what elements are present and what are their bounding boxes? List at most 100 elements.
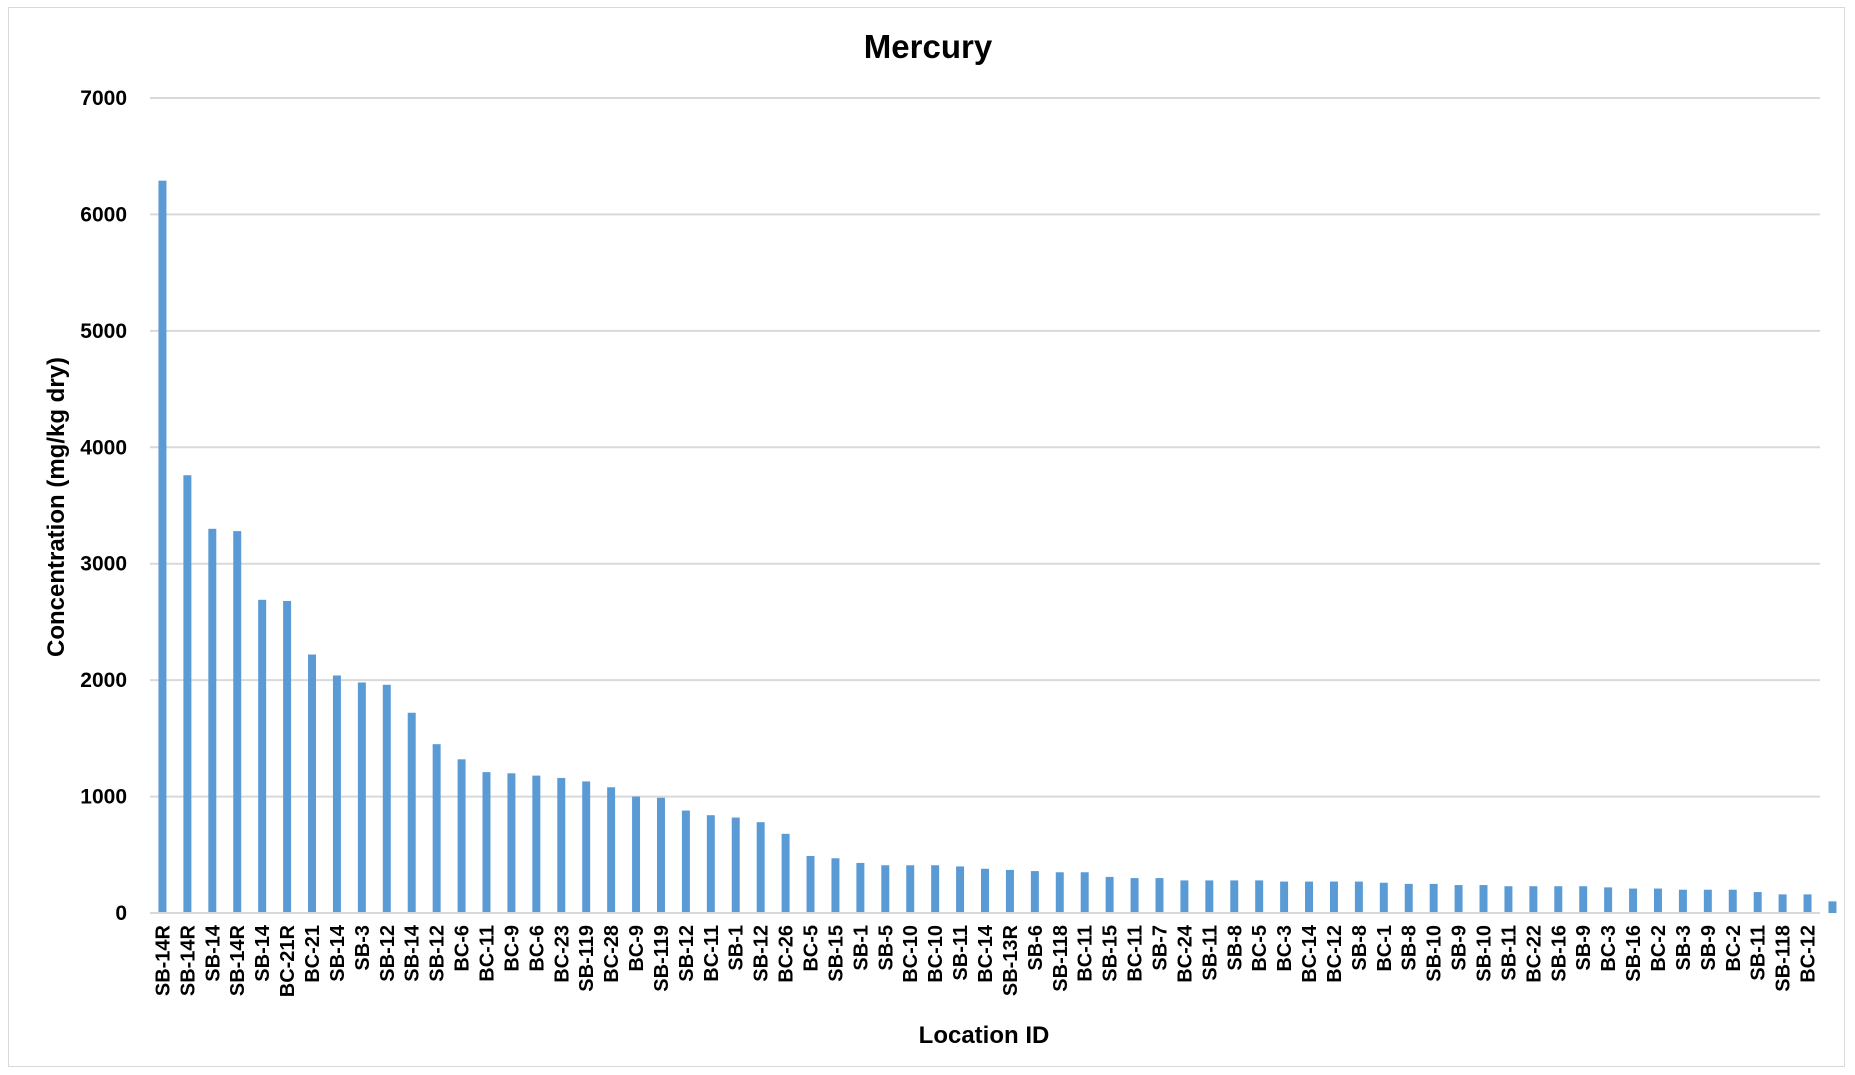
bar (1504, 886, 1513, 913)
bar (1479, 885, 1488, 913)
bar (432, 744, 441, 913)
x-tick-label: BC-9 (501, 925, 523, 972)
x-tick-label: SB-14R (177, 924, 199, 996)
y-axis-label: Concentration (mg/kg dry) (43, 357, 70, 657)
x-tick-label: SB-14 (402, 924, 424, 982)
x-tick-label: SB-118 (1773, 925, 1795, 992)
bar (731, 817, 740, 913)
bar (906, 865, 915, 913)
x-tick-label: BC-5 (801, 925, 823, 972)
bar (407, 712, 416, 913)
bar (1354, 881, 1363, 913)
bar (881, 865, 890, 913)
bar (1205, 880, 1214, 913)
bar (532, 775, 541, 913)
x-tick-label: BC-11 (701, 925, 723, 982)
bar (856, 862, 865, 913)
x-tick-label: SB-10 (1424, 925, 1446, 982)
bar (457, 759, 466, 913)
y-tick-label: 6000 (80, 203, 127, 226)
x-tick-label: SB-16 (1548, 925, 1570, 982)
bar (582, 781, 591, 913)
bar (607, 787, 616, 913)
x-tick-label: SB-118 (1050, 925, 1072, 992)
x-tick-label: BC-6 (452, 925, 474, 972)
bar (706, 815, 715, 913)
bar (1678, 889, 1687, 913)
bar (308, 654, 317, 913)
bar (1629, 888, 1638, 913)
bar (482, 772, 491, 913)
bar (1529, 886, 1538, 913)
y-tick-label: 7000 (80, 87, 127, 110)
x-tick-label: SB-12 (676, 925, 698, 982)
x-tick-label: SB-15 (1100, 925, 1122, 982)
x-tick-label: SB-16 (1623, 925, 1645, 982)
x-tick-label: SB-9 (1449, 925, 1471, 971)
bar (1554, 886, 1563, 913)
x-tick-label: SB-11 (1199, 925, 1221, 981)
y-tick-label: 0 (115, 902, 127, 925)
bar (1803, 894, 1812, 913)
bar (1130, 878, 1139, 913)
bar (1280, 881, 1289, 913)
y-axis-ticks: 0 1000 2000 3000 4000 5000 6000 7000 (80, 87, 127, 925)
x-tick-label: SB-12 (377, 925, 399, 982)
y-tick-label: 3000 (80, 553, 127, 576)
bar (806, 855, 815, 913)
x-tick-label: BC-10 (900, 925, 922, 983)
bar (382, 684, 391, 913)
bar (781, 833, 790, 913)
bar (1429, 883, 1438, 913)
x-tick-label: SB-11 (1498, 925, 1520, 981)
x-tick-label: BC-14 (1299, 924, 1321, 983)
bar (1080, 872, 1089, 913)
y-tick-label: 2000 (80, 669, 127, 692)
bar (1604, 887, 1613, 913)
x-tick-label: SB-14 (202, 924, 224, 982)
x-tick-label: SB-7 (1149, 925, 1171, 971)
bar (931, 865, 940, 913)
x-tick-label: SB-8 (1224, 925, 1246, 971)
x-tick-label: SB-11 (950, 925, 972, 981)
bar (656, 797, 665, 913)
bar (1005, 869, 1014, 913)
bar (1030, 871, 1039, 913)
bar (681, 810, 690, 913)
x-tick-label: BC-23 (551, 925, 573, 983)
x-tick-label: BC-10 (925, 925, 947, 983)
x-tick-label: SB-14 (252, 924, 274, 982)
chart-title: Mercury (864, 28, 993, 65)
bar (357, 682, 366, 913)
bar (1653, 888, 1662, 913)
bar (258, 599, 267, 913)
bar (1180, 880, 1189, 913)
y-tick-label: 1000 (80, 786, 127, 809)
y-tick-label: 5000 (80, 320, 127, 343)
x-tick-label: BC-24 (1174, 924, 1196, 983)
bar (1230, 880, 1239, 913)
bars (158, 180, 1837, 913)
x-tick-label: BC-21 (302, 925, 324, 983)
x-tick-label: SB-14R (227, 924, 249, 996)
x-tick-label: BC-28 (601, 925, 623, 983)
x-tick-label: SB-12 (751, 925, 773, 982)
x-tick-label: SB-9 (1698, 925, 1720, 971)
x-tick-label: SB-13R (1000, 924, 1022, 996)
x-tick-label: SB-6 (1025, 925, 1047, 971)
x-tick-label: SB-8 (1399, 925, 1421, 971)
bar (283, 600, 292, 913)
x-tick-label: BC-14 (975, 924, 997, 983)
bar (1105, 876, 1114, 913)
bar (208, 528, 217, 913)
x-tick-label: BC-12 (1324, 925, 1346, 983)
x-tick-label: SB-15 (825, 925, 847, 982)
bar (158, 180, 167, 913)
bar (1778, 894, 1787, 913)
x-tick-label: BC-9 (626, 925, 648, 972)
x-tick-label: BC-22 (1523, 925, 1545, 983)
bar (1454, 885, 1463, 913)
x-tick-label: SB-119 (651, 925, 673, 992)
x-tick-label: SB-12 (427, 925, 449, 982)
x-tick-label: SB-11 (1748, 925, 1770, 981)
